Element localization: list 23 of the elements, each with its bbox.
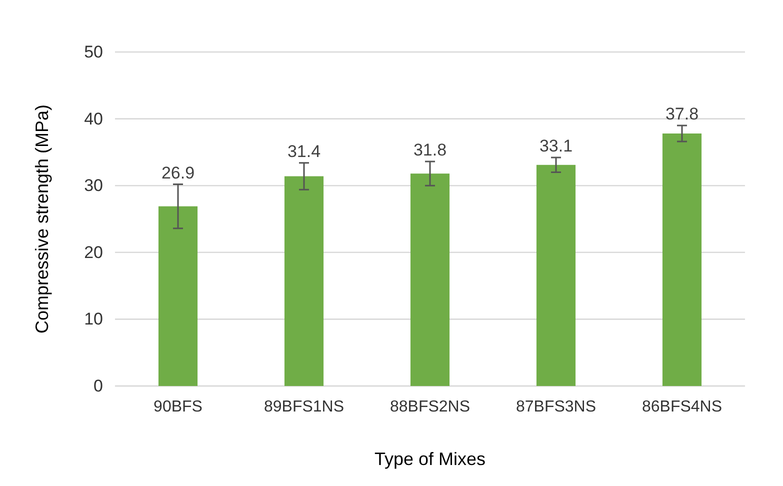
- y-tick-label: 10: [84, 310, 103, 329]
- x-tick-label: 88BFS2NS: [390, 398, 470, 416]
- y-tick-label: 40: [84, 109, 103, 128]
- x-tick-label: 87BFS3NS: [516, 398, 596, 416]
- data-label: 26.9: [161, 163, 195, 182]
- data-label: 31.4: [287, 142, 321, 161]
- bar: [158, 206, 198, 386]
- x-tick-label: 89BFS1NS: [264, 398, 344, 416]
- data-label: 31.8: [413, 140, 447, 160]
- y-axis-title: Compressive strength (MPa): [32, 104, 52, 334]
- y-tick-label: 0: [94, 376, 103, 396]
- x-tick-label: 86BFS4NS: [642, 398, 722, 416]
- data-label: 33.1: [539, 136, 573, 156]
- bar: [662, 133, 702, 386]
- bar: [284, 176, 324, 386]
- bar: [410, 174, 450, 386]
- y-tick-label: 20: [84, 242, 103, 262]
- bar: [536, 164, 576, 386]
- x-tick-label: 90BFS: [154, 398, 202, 416]
- data-label: 37.8: [665, 104, 699, 124]
- y-tick-label: 30: [84, 176, 103, 196]
- y-tick-label: 50: [84, 42, 103, 62]
- x-axis-title: Type of Mixes: [374, 449, 486, 469]
